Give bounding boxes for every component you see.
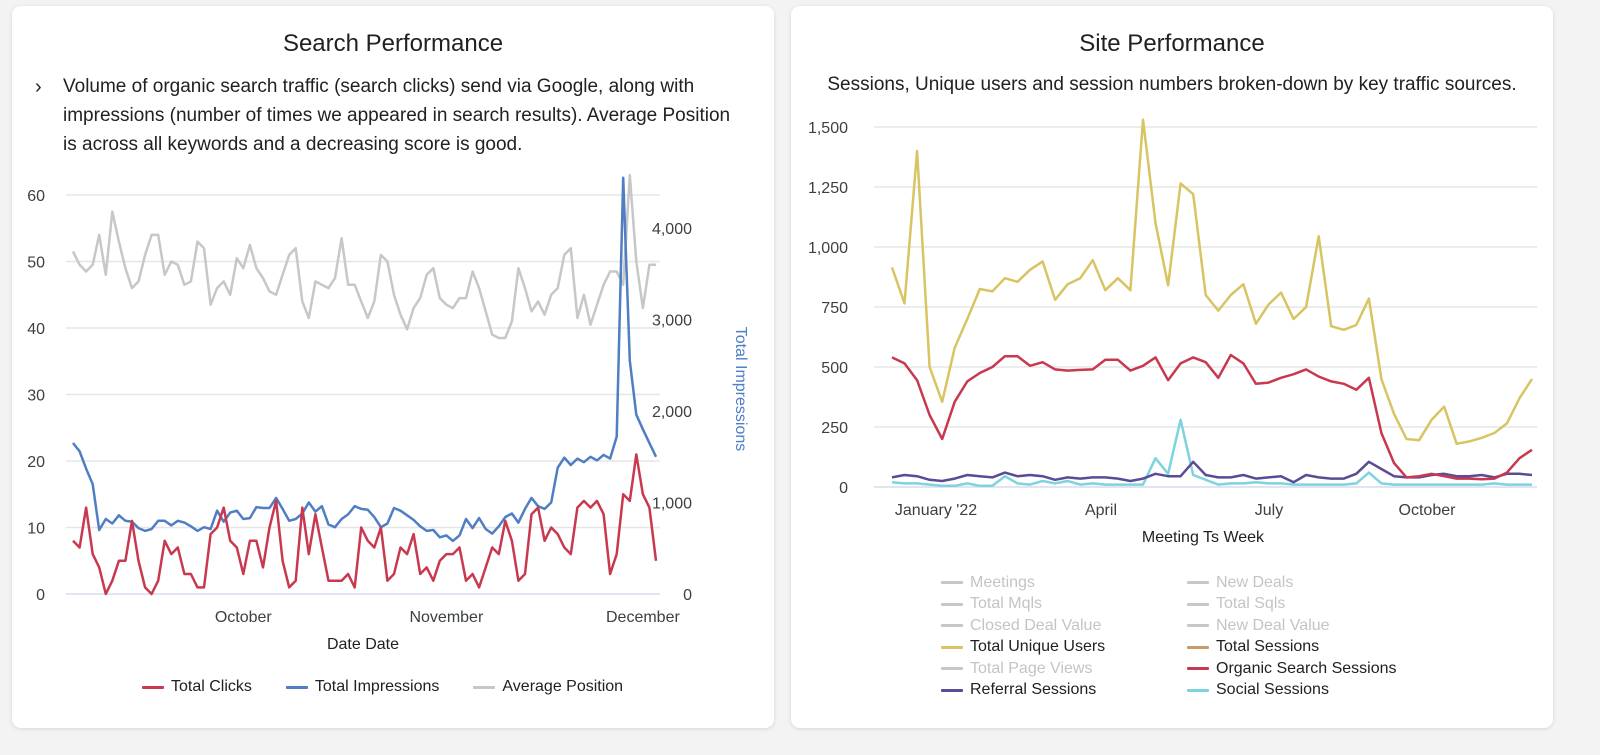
- y-tick-label: 50: [27, 255, 45, 272]
- card-description: Volume of organic search traffic (search…: [63, 76, 731, 155]
- x-tick-label: July: [1255, 502, 1283, 519]
- y2-tick-label: 1,000: [652, 496, 692, 513]
- x-tick-label: October: [1399, 502, 1457, 519]
- legend-swatch: [1187, 645, 1209, 649]
- legend-item-social-sessions[interactable]: Social Sessions: [1187, 680, 1487, 702]
- series-referral-sessions: [891, 460, 1533, 484]
- legend-label: Social Sessions: [1216, 681, 1329, 699]
- card-description: Sessions, Unique users and session numbe…: [827, 74, 1517, 95]
- legend-swatch: [285, 685, 308, 689]
- y-tick-label: 1,500: [808, 120, 848, 137]
- legend-item-total-sessions[interactable]: Total Sessions: [1187, 637, 1487, 659]
- site-performance-chart: 0 250 500 750 1,000 1,250 1,500 January '22 Apri…: [808, 118, 1537, 546]
- y2-tick-label: 2,000: [652, 404, 692, 421]
- y-tick-label: 500: [821, 360, 848, 377]
- x-tick-label: December: [606, 609, 680, 626]
- legend-label: Total Sqls: [1216, 595, 1286, 613]
- chart-legend: Total Clicks Total Impressions Average Pos…: [142, 678, 657, 696]
- legend-label: Total Clicks: [171, 678, 252, 695]
- y-tick-label: 0: [839, 480, 848, 497]
- y2-tick-label: 4,000: [652, 221, 692, 238]
- y-tick-label: 10: [27, 521, 45, 538]
- series-organic-search-sessions: [891, 353, 1533, 481]
- y-tick-label: 1,250: [808, 180, 848, 197]
- chevron-right-icon[interactable]: ›: [35, 76, 42, 98]
- legend-label: Total Impressions: [314, 678, 440, 695]
- line-total-impressions[interactable]: [72, 176, 658, 543]
- search-performance-chart: 0 10 20 30 40 50 60 0 1,000 2,000 3,000 4,000 Total …: [27, 173, 749, 653]
- legend-label: Closed Deal Value: [970, 616, 1102, 634]
- legend-label: Meetings: [970, 573, 1035, 591]
- legend-swatch: [941, 624, 963, 628]
- card-title: Search Performance: [282, 30, 504, 57]
- legend-item-new-deal-value[interactable]: New Deal Value: [1187, 615, 1487, 637]
- legend-swatch: [941, 602, 963, 606]
- x-tick-label: April: [1085, 502, 1117, 519]
- y2-axis-title: Total Impressions: [732, 327, 749, 452]
- legend-swatch: [1187, 667, 1209, 671]
- legend-item-meetings[interactable]: Meetings: [941, 572, 1187, 594]
- legend-item-total-sqls[interactable]: Total Sqls: [1187, 594, 1487, 616]
- y-tick-label: 250: [821, 420, 848, 437]
- legend-label: New Deals: [1216, 573, 1294, 591]
- legend-label: Total Unique Users: [970, 638, 1106, 656]
- chart-legend: Meetings New Deals Total Mqls Total Sqls Clo…: [941, 572, 1487, 701]
- y-tick-label: 60: [27, 188, 45, 205]
- site-performance-card: Site Performance Sessions, Unique users …: [791, 6, 1553, 728]
- legend-swatch: [1187, 624, 1209, 628]
- legend-swatch: [941, 581, 963, 585]
- legend-item-total-mqls[interactable]: Total Mqls: [941, 594, 1187, 616]
- y-tick-label: 40: [27, 321, 45, 338]
- line-social-sessions[interactable]: [891, 418, 1532, 488]
- y-tick-label: 1,000: [808, 240, 848, 257]
- line-average-position[interactable]: [71, 173, 656, 340]
- line-referral-sessions[interactable]: [891, 460, 1533, 484]
- line-total-clicks[interactable]: [72, 453, 658, 596]
- legend-item-referral-sessions[interactable]: Referral Sessions: [941, 680, 1187, 702]
- legend-swatch: [1187, 581, 1209, 585]
- series-total-impressions: [72, 176, 658, 543]
- y-tick-label: 750: [821, 300, 848, 317]
- y-tick-label: 20: [27, 454, 45, 471]
- legend-label: Total Page Views: [970, 659, 1093, 677]
- legend-label: Referral Sessions: [970, 681, 1097, 699]
- legend-swatch: [941, 688, 963, 692]
- legend-swatch: [1187, 688, 1209, 692]
- series-social-sessions: [891, 418, 1533, 488]
- x-axis-title: Meeting Ts Week: [1142, 529, 1265, 546]
- legend-item-total-clicks[interactable]: Total Clicks: [142, 678, 252, 696]
- legend-swatch: [142, 685, 164, 689]
- legend-item-total-impressions[interactable]: Total Impressions: [285, 678, 440, 696]
- y-tick-label: 30: [27, 388, 45, 405]
- legend-item-new-deals[interactable]: New Deals: [1187, 572, 1487, 594]
- legend-label: Organic Search Sessions: [1216, 659, 1397, 677]
- legend-swatch: [473, 685, 496, 689]
- card-title: Site Performance: [1079, 30, 1265, 57]
- x-tick-label: November: [409, 609, 483, 626]
- series-average-position: [71, 173, 657, 340]
- legend-item-total-unique-users[interactable]: Total Unique Users: [941, 637, 1187, 659]
- x-tick-label: January '22: [895, 502, 977, 519]
- y2-tick-label: 0: [683, 587, 692, 604]
- legend-label: Total Mqls: [970, 595, 1043, 613]
- x-axis-title: Date Date: [327, 636, 399, 653]
- y2-tick-label: 3,000: [652, 313, 692, 330]
- series-total-clicks: [72, 453, 658, 596]
- legend-item-average-position[interactable]: Average Position: [473, 678, 623, 696]
- y-tick-label: 0: [36, 587, 45, 604]
- x-tick-label: October: [215, 609, 273, 626]
- legend-label: Total Sessions: [1216, 638, 1320, 656]
- legend-item-organic-search-sessions[interactable]: Organic Search Sessions: [1187, 658, 1487, 680]
- legend-item-total-page-views[interactable]: Total Page Views: [941, 658, 1187, 680]
- legend-swatch: [1187, 602, 1209, 606]
- line-total-unique-users[interactable]: [890, 118, 1534, 446]
- legend-swatch: [941, 645, 963, 649]
- line-organic-search-sessions[interactable]: [891, 353, 1533, 481]
- legend-item-closed-deal-value[interactable]: Closed Deal Value: [941, 615, 1187, 637]
- legend-swatch: [941, 667, 963, 671]
- legend-label: Average Position: [502, 678, 624, 695]
- legend-label: New Deal Value: [1216, 616, 1330, 634]
- series-total-unique-users: [890, 118, 1534, 446]
- search-performance-card: Search Performance › Volume of organic s…: [12, 6, 774, 728]
